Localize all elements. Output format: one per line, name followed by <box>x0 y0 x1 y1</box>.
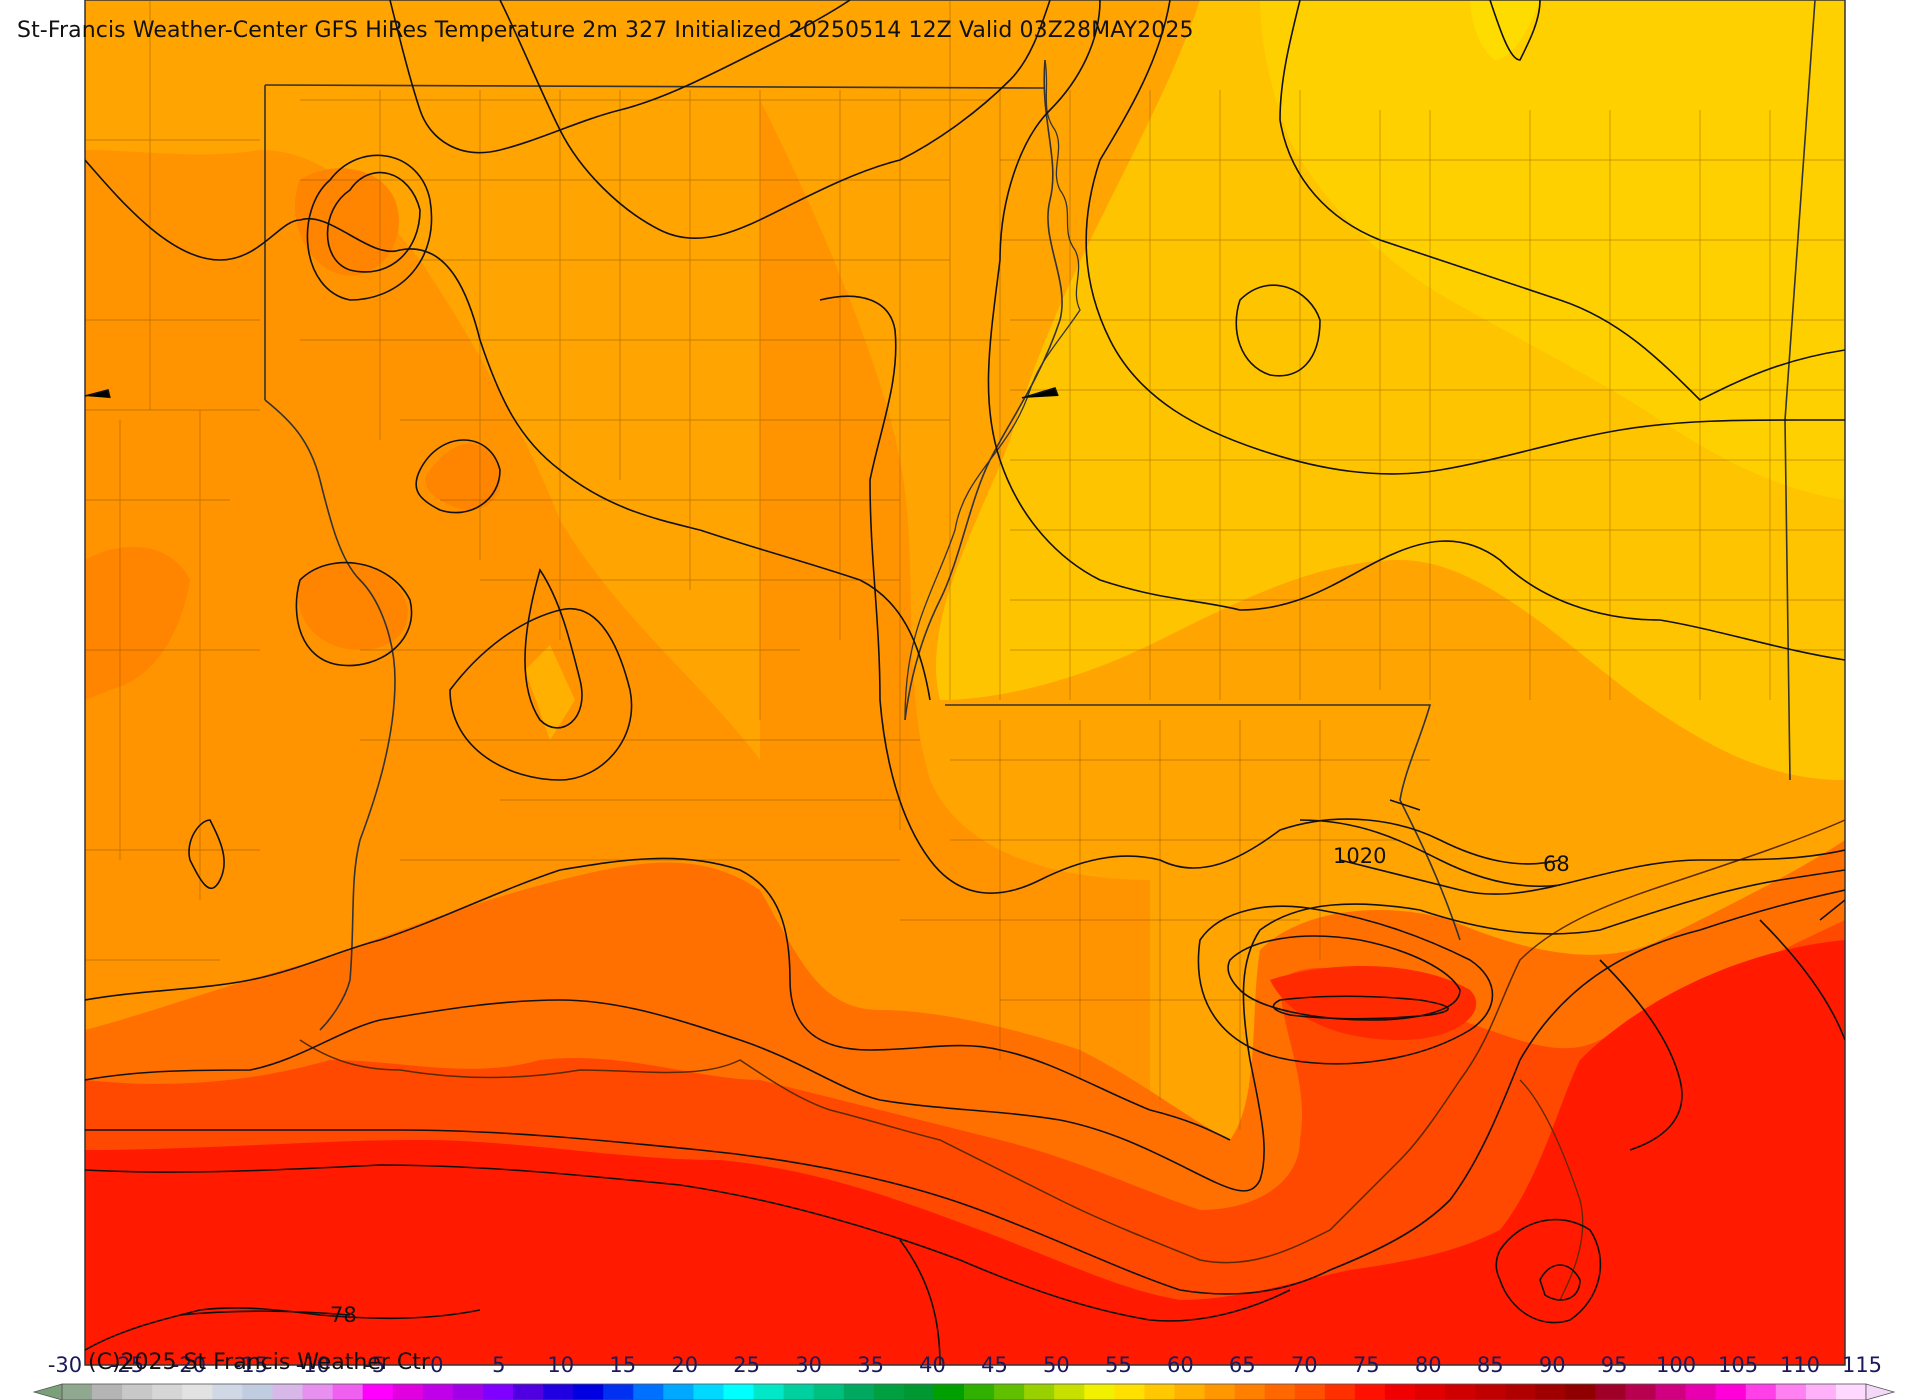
gulf-warm-pocket <box>1270 966 1477 1040</box>
copyright-notice: (C)2025 St Francis Weather Ctr <box>88 1350 430 1375</box>
warm-pocket-2 <box>425 443 501 511</box>
wind-barbs <box>84 387 1059 399</box>
contour-lines <box>85 0 1845 1365</box>
isotherm-label-68: 68 <box>1543 852 1570 876</box>
isobar-label-1020: 1020 <box>1333 844 1386 868</box>
coolest-spot <box>1470 0 1540 60</box>
map-frame <box>84 0 1846 1366</box>
temp-band-80s-gulf <box>85 940 1845 1365</box>
mississippi-river <box>904 59 1081 721</box>
warm-pocket-3 <box>298 561 408 650</box>
map-title: St-Francis Weather-Center GFS HiRes Temp… <box>17 18 1194 43</box>
county-borders <box>85 0 1845 1130</box>
wind-barb-1 <box>84 389 111 399</box>
isotherm-label-78: 78 <box>330 1303 357 1327</box>
wind-barb-2 <box>1021 387 1059 399</box>
gulf-coastline <box>299 819 1846 1264</box>
temp-band-cooler-northeast <box>1260 0 1845 500</box>
cool-pocket <box>525 645 575 740</box>
warm-pocket-4 <box>85 546 190 700</box>
warm-pocket-1 <box>295 168 399 276</box>
florida-coast <box>1519 1079 1584 1301</box>
